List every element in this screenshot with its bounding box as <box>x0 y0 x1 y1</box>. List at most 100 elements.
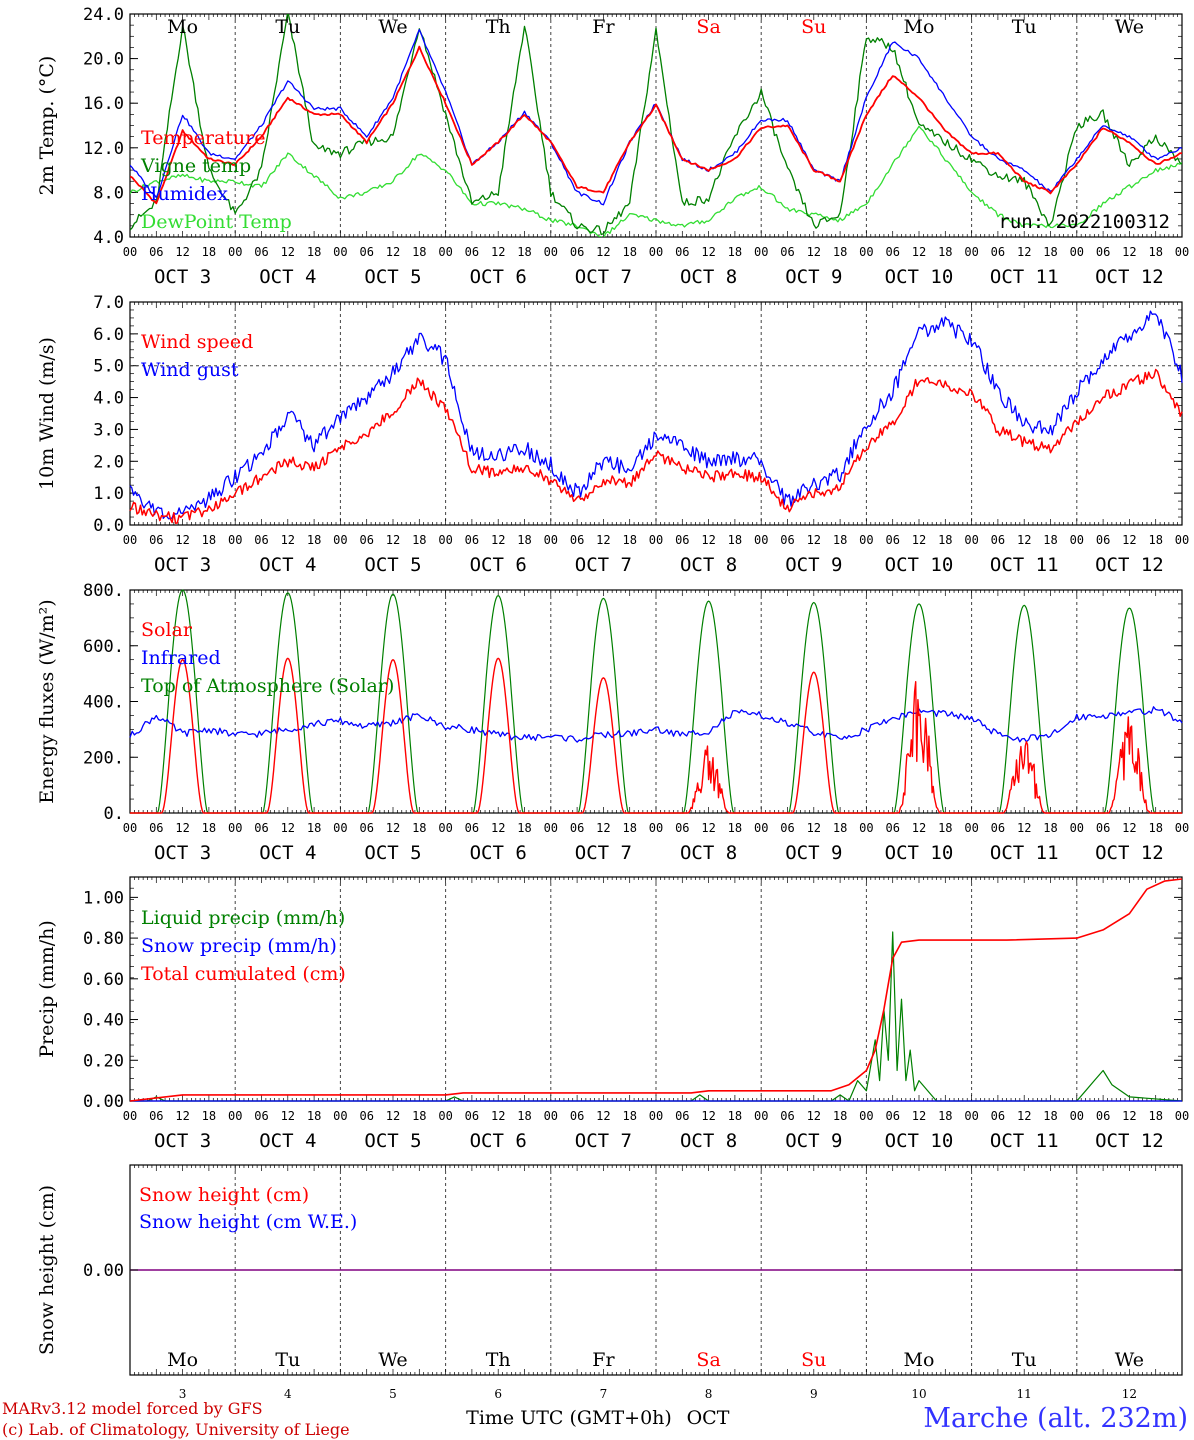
x-tick-label: 00 <box>228 245 242 259</box>
x-tick-label: 06 <box>1096 245 1110 259</box>
y-tick-label: 1.0 <box>93 484 124 504</box>
y-tick-label: 400. <box>83 693 124 713</box>
x-tick-label: 18 <box>938 533 952 547</box>
x-tick-label: 12 <box>281 1109 295 1123</box>
x-tick-label: 12 <box>1017 533 1031 547</box>
x-tick-label: 00 <box>333 1109 347 1123</box>
day-number-label: 9 <box>810 1387 818 1401</box>
x-tick-label: 00 <box>123 245 137 259</box>
date-label: OCT 11 <box>990 842 1059 864</box>
weekday-label: Fr <box>592 1349 615 1371</box>
x-tick-label: 12 <box>1122 1109 1136 1123</box>
station-label: Marche (alt. 232m) <box>923 1403 1188 1434</box>
legend-entry: Infrared <box>141 647 221 669</box>
date-label: OCT 4 <box>259 1130 316 1152</box>
y-tick-label: 0.80 <box>83 929 124 949</box>
legend-entry: Wind speed <box>141 331 253 353</box>
x-tick-label: 12 <box>701 245 715 259</box>
x-tick-label: 00 <box>228 1109 242 1123</box>
panel-5 <box>129 1164 1183 1376</box>
x-tick-label: 06 <box>570 533 584 547</box>
x-tick-label: 00 <box>1070 533 1084 547</box>
x-tick-label: 06 <box>675 1109 689 1123</box>
x-tick-label: 12 <box>596 245 610 259</box>
legend-entry: Vigne temp <box>140 155 251 177</box>
date-label: OCT 9 <box>785 1130 842 1152</box>
legend-entry: Snow height (cm) <box>139 1184 309 1206</box>
x-tick-label: 06 <box>149 533 163 547</box>
x-tick-label: 00 <box>438 1109 452 1123</box>
date-label: OCT 9 <box>785 554 842 576</box>
series-temperature-line <box>130 45 1182 205</box>
date-label: OCT 7 <box>575 554 632 576</box>
weekday-label: Su <box>801 1349 826 1371</box>
x-tick-label: 12 <box>491 821 505 835</box>
legend-entry: Snow height (cm W.E.) <box>139 1211 357 1233</box>
x-tick-label: 06 <box>885 533 899 547</box>
day-number-label: 3 <box>179 1387 187 1401</box>
weekday-label: Tu <box>1012 16 1037 38</box>
x-tick-label: 18 <box>833 245 847 259</box>
x-tick-label: 00 <box>544 1109 558 1123</box>
x-tick-label: 18 <box>938 821 952 835</box>
x-tick-label: 12 <box>1017 821 1031 835</box>
x-tick-label: 18 <box>1148 245 1162 259</box>
panel-1 <box>129 13 1183 238</box>
x-tick-label: 18 <box>833 533 847 547</box>
x-tick-label: 18 <box>412 1109 426 1123</box>
x-axis-month: OCT <box>687 1407 730 1429</box>
x-tick-label: 18 <box>1148 533 1162 547</box>
x-tick-label: 12 <box>912 533 926 547</box>
y-tick-label: 8.0 <box>93 183 124 203</box>
x-tick-label: 18 <box>938 1109 952 1123</box>
y-tick-label: 16.0 <box>83 94 124 114</box>
date-label: OCT 3 <box>154 266 211 288</box>
x-tick-label: 18 <box>833 1109 847 1123</box>
x-tick-label: 06 <box>991 533 1005 547</box>
x-tick-label: 06 <box>1096 533 1110 547</box>
x-tick-label: 12 <box>386 245 400 259</box>
x-tick-label: 18 <box>517 245 531 259</box>
x-tick-label: 06 <box>254 1109 268 1123</box>
x-tick-label: 12 <box>386 821 400 835</box>
y-tick-label: 0.60 <box>83 970 124 990</box>
x-tick-label: 06 <box>991 1109 1005 1123</box>
x-tick-label: 06 <box>885 245 899 259</box>
day-number-label: 12 <box>1122 1387 1137 1401</box>
x-tick-label: 18 <box>307 245 321 259</box>
plot-frame <box>129 589 1183 814</box>
date-label: OCT 4 <box>259 842 316 864</box>
weekday-label: Sa <box>696 16 720 38</box>
date-label: OCT 3 <box>154 842 211 864</box>
x-tick-label: 00 <box>964 821 978 835</box>
x-tick-label: 12 <box>175 1109 189 1123</box>
temp-lines <box>130 14 1182 237</box>
y-axis-label: 2m Temp. (°C) <box>36 56 58 196</box>
x-tick-label: 06 <box>465 1109 479 1123</box>
x-tick-label: 18 <box>833 821 847 835</box>
x-tick-label: 06 <box>780 245 794 259</box>
x-tick-label: 12 <box>807 1109 821 1123</box>
x-tick-label: 12 <box>175 533 189 547</box>
x-tick-label: 18 <box>1043 245 1057 259</box>
weekday-label: We <box>1115 16 1144 38</box>
x-tick-label: 06 <box>780 533 794 547</box>
date-label: OCT 8 <box>680 1130 737 1152</box>
x-tick-label: 00 <box>649 821 663 835</box>
x-tick-label: 18 <box>622 245 636 259</box>
legend-entry: Total cumulated (cm) <box>141 963 346 985</box>
x-tick-label: 00 <box>123 1109 137 1123</box>
day-number-label: 4 <box>284 1387 292 1401</box>
series-wind-speed-line <box>129 368 1183 524</box>
date-label: OCT 10 <box>885 554 954 576</box>
x-tick-label: 12 <box>912 821 926 835</box>
y-tick-label: 4.0 <box>93 228 124 248</box>
date-label: OCT 9 <box>785 266 842 288</box>
x-tick-label: 06 <box>675 533 689 547</box>
series-toa-solar-line <box>130 589 1182 814</box>
x-tick-label: 06 <box>675 821 689 835</box>
x-tick-label: 12 <box>281 533 295 547</box>
x-tick-label: 06 <box>675 245 689 259</box>
weekday-label: Su <box>801 16 826 38</box>
y-tick-label: 200. <box>83 748 124 768</box>
